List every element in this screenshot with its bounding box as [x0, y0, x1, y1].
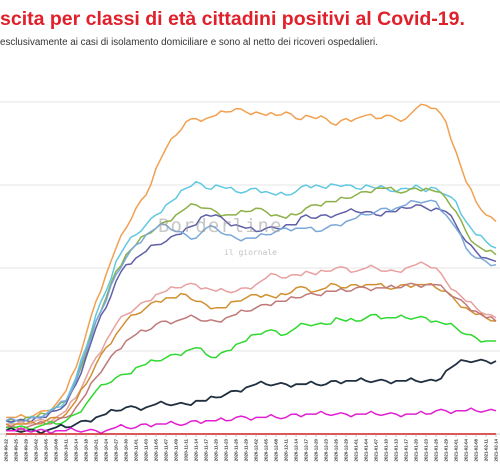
x-tick-label: 2020-10-14: [74, 438, 79, 461]
x-tick-label: 2020-11-14: [194, 438, 199, 461]
x-tick-label: 2020-11-07: [164, 438, 169, 461]
series-line-5: [5, 199, 497, 423]
series-line-2: [5, 180, 497, 425]
x-tick-label: 2020-11-09: [174, 438, 179, 461]
series-line-10: [5, 358, 497, 435]
series-line-7: [5, 282, 497, 428]
x-tick-label: 2021-01-13: [394, 438, 399, 461]
series-layer: [5, 103, 497, 435]
x-tick-label: 2020-09-22: [4, 438, 9, 461]
x-tick-label: 2020-10-11: [64, 438, 69, 461]
chart-title: scita per classi di età cittadini positi…: [0, 8, 465, 30]
x-tick-label: 2020-10-08: [54, 438, 59, 461]
watermark-main: Borderline: [158, 215, 282, 237]
x-tick-label: 2020-10-24: [104, 438, 109, 461]
x-tick-label: 2021-01-01: [354, 438, 359, 461]
x-tick-label: 2021-02-14: [494, 438, 499, 461]
x-tick-label: 2020-12-20: [314, 438, 319, 461]
x-tick-label: 2021-01-17: [404, 438, 409, 461]
x-tick-label: 2021-02-11: [484, 438, 489, 461]
x-tick-label: 2020-10-21: [94, 438, 99, 461]
x-tick-label: 2020-12-05: [264, 438, 269, 461]
x-tick-label: 2021-01-04: [364, 438, 369, 461]
x-tick-label: 2021-01-07: [374, 438, 379, 461]
x-tick-label: 2020-12-02: [254, 438, 259, 461]
x-tick-label: 2020-11-23: [224, 438, 229, 461]
series-line-8: [5, 282, 497, 431]
x-tick-label: 2021-01-20: [414, 438, 419, 461]
series-line-6: [6, 261, 497, 425]
x-tick-label: 2020-11-26: [234, 438, 239, 461]
x-tick-label: 2020-09-29: [24, 438, 29, 461]
x-tick-label: 2020-10-27: [114, 438, 119, 461]
x-tick-label: 2020-11-20: [214, 438, 219, 461]
x-tick-label: 2021-01-29: [444, 438, 449, 461]
x-tick-label: 2021-01-23: [424, 438, 429, 461]
x-tick-label: 2020-11-17: [204, 438, 209, 461]
x-tick-label: 2020-12-29: [344, 438, 349, 461]
chart-subtitle: esclusivamente ai casi di isolamento dom…: [0, 37, 378, 48]
x-tick-label: 2020-10-05: [44, 438, 49, 461]
x-tick-label: 2020-11-05: [154, 438, 159, 461]
series-line-9: [5, 313, 496, 431]
watermark-sub: il giornale: [224, 248, 277, 257]
x-tick-label: 2020-10-30: [124, 438, 129, 461]
x-tick-label: 2020-12-14: [294, 438, 299, 461]
x-tick-label: 2021-02-08: [474, 438, 479, 461]
x-axis: 2020-09-22 2020-09-25 2020-09-29 2020-10-02…: [4, 434, 499, 461]
x-tick-label: 2020-12-26: [334, 438, 339, 461]
x-tick-label: 2020-11-11: [184, 438, 189, 461]
x-tick-label: 2020-12-17: [304, 438, 309, 461]
x-tick-label: 2020-12-23: [324, 438, 329, 461]
x-tick-label: 2020-11-29: [244, 438, 249, 461]
x-tick-label: 2021-01-26: [434, 438, 439, 461]
x-tick-label: 2020-11-01: [134, 438, 139, 461]
x-tick-label: 2020-10-18: [84, 438, 89, 461]
x-tick-label: 2020-12-08: [274, 438, 279, 461]
watermark: Borderline il giornale: [158, 215, 282, 257]
x-tick-label: 2021-02-01: [454, 438, 459, 461]
x-tick-label: 2020-09-25: [14, 438, 19, 461]
x-tick-label: 2021-01-10: [384, 438, 389, 461]
x-tick-label: 2020-12-11: [284, 438, 289, 461]
series-line-1: [6, 103, 497, 419]
x-tick-label: 2020-11-03: [144, 438, 149, 461]
x-tick-label: 2021-02-04: [464, 438, 469, 461]
series-line-11: [6, 407, 497, 435]
series-line-4: [5, 204, 497, 423]
x-tick-label: 2020-10-02: [34, 438, 39, 461]
